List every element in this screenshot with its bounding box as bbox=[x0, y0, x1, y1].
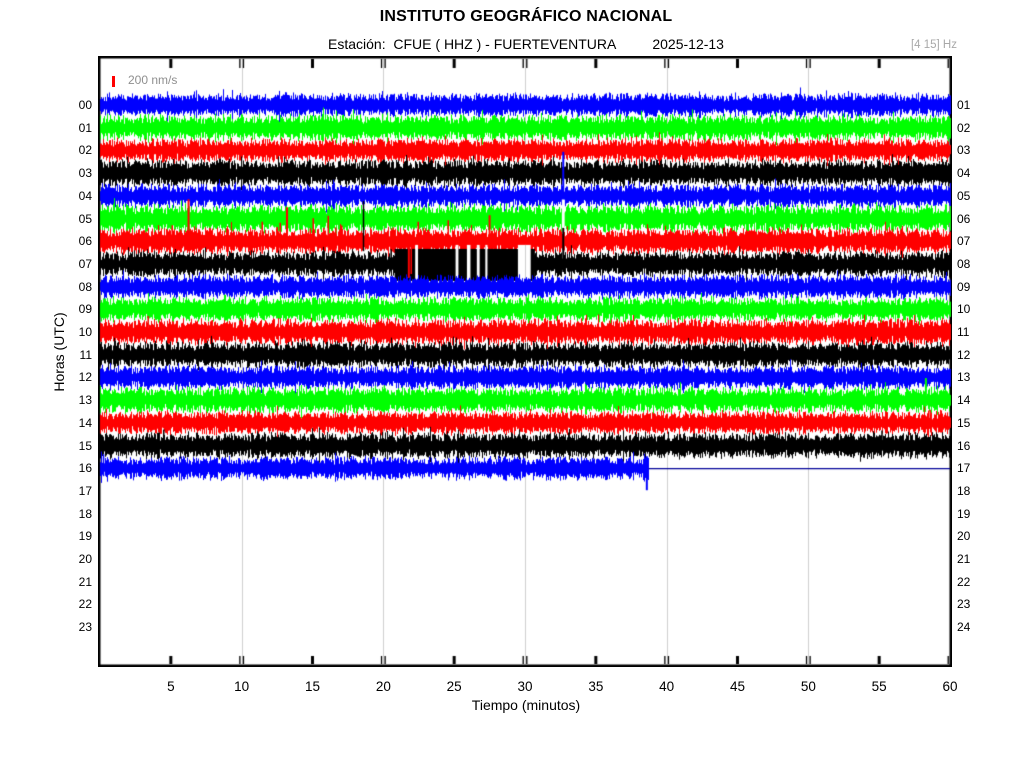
hour-label-left: 12 bbox=[78, 370, 92, 385]
hour-label-left: 01 bbox=[78, 120, 92, 135]
page-title: INSTITUTO GEOGRÁFICO NACIONAL bbox=[379, 8, 673, 25]
x-tick-label: 15 bbox=[304, 679, 321, 694]
x-tick-label: 50 bbox=[800, 679, 816, 694]
hour-label-right: 16 bbox=[957, 438, 971, 453]
hour-label-right: 19 bbox=[957, 506, 971, 521]
hour-label-left: 21 bbox=[78, 574, 92, 589]
station-name: CFUE ( HHZ ) - FUERTEVENTURA bbox=[393, 36, 617, 52]
hour-label-right: 12 bbox=[957, 347, 971, 362]
filter-band-label: [4 15] Hz bbox=[910, 39, 957, 51]
x-tick-label: 30 bbox=[517, 679, 533, 694]
x-tick-label: 20 bbox=[375, 679, 391, 694]
hour-label-right: 24 bbox=[957, 620, 971, 635]
hour-label-left: 10 bbox=[78, 325, 92, 339]
hour-label-left: 07 bbox=[78, 256, 92, 271]
hour-label-right: 04 bbox=[957, 166, 971, 181]
hour-label-left: 19 bbox=[78, 529, 92, 544]
hour-label-right: 23 bbox=[957, 597, 971, 612]
hour-label-right: 03 bbox=[957, 143, 971, 158]
x-axis-label: Tiempo (minutos) bbox=[471, 697, 581, 713]
hour-label-right: 11 bbox=[957, 325, 970, 339]
hour-label-right: 20 bbox=[957, 529, 971, 544]
scale-label: 200 nm/s bbox=[128, 73, 178, 87]
x-tick-label: 55 bbox=[871, 679, 887, 694]
hour-label-right: 08 bbox=[957, 256, 971, 271]
scale-tick-icon bbox=[112, 76, 115, 87]
hour-label-right: 21 bbox=[957, 552, 971, 566]
hour-label-right: 09 bbox=[957, 279, 971, 294]
hour-label-left: 02 bbox=[78, 143, 92, 158]
x-tick-label: 5 bbox=[167, 679, 175, 694]
hour-label-left: 14 bbox=[78, 415, 92, 430]
hour-label-left: 00 bbox=[78, 98, 92, 112]
hour-label-right: 06 bbox=[957, 211, 971, 226]
hour-label-right: 18 bbox=[957, 483, 971, 498]
hour-label-right: 02 bbox=[957, 120, 971, 135]
hour-label-left: 03 bbox=[78, 166, 92, 181]
hour-label-left: 05 bbox=[78, 211, 92, 226]
hour-label-right: 15 bbox=[957, 415, 971, 430]
hour-label-left: 09 bbox=[78, 302, 92, 317]
hour-label-left: 06 bbox=[78, 234, 92, 249]
x-tick-label: 60 bbox=[942, 679, 958, 694]
hour-label-left: 08 bbox=[78, 279, 92, 294]
hour-label-left: 20 bbox=[78, 552, 92, 566]
hour-label-left: 11 bbox=[79, 347, 92, 362]
hour-label-left: 16 bbox=[78, 461, 92, 476]
x-tick-label: 35 bbox=[588, 679, 604, 694]
hour-label-right: 13 bbox=[957, 370, 971, 385]
hour-label-right: 05 bbox=[957, 188, 971, 203]
hour-label-right: 07 bbox=[957, 234, 971, 249]
hour-label-left: 15 bbox=[78, 438, 92, 453]
hour-label-left: 17 bbox=[78, 483, 92, 498]
hour-label-right: 14 bbox=[957, 393, 971, 408]
date-text: 2025-12-13 bbox=[652, 36, 724, 52]
hour-label-right: 22 bbox=[957, 574, 971, 589]
hour-label-left: 23 bbox=[78, 620, 92, 635]
station-line: Estación: CFUE ( HHZ ) - FUERTEVENTURA 2… bbox=[100, 36, 952, 52]
x-tick-label: 45 bbox=[729, 679, 746, 694]
hour-label-right: 10 bbox=[957, 302, 971, 317]
hour-label-left: 13 bbox=[78, 393, 92, 408]
hour-label-right: 17 bbox=[957, 461, 971, 476]
station-text: Estación: CFUE ( HHZ ) - FUERTEVENTURA bbox=[328, 36, 616, 52]
helicorder-canvas bbox=[98, 56, 952, 667]
x-tick-label: 10 bbox=[234, 679, 250, 694]
hour-label-left: 18 bbox=[78, 506, 92, 521]
station-label: Estación: bbox=[328, 36, 386, 52]
x-tick-label: 25 bbox=[446, 679, 462, 694]
hour-label-right: 01 bbox=[957, 98, 971, 112]
hour-label-left: 04 bbox=[78, 188, 92, 203]
hour-label-left: 22 bbox=[78, 597, 92, 612]
x-tick-label: 40 bbox=[659, 679, 675, 694]
